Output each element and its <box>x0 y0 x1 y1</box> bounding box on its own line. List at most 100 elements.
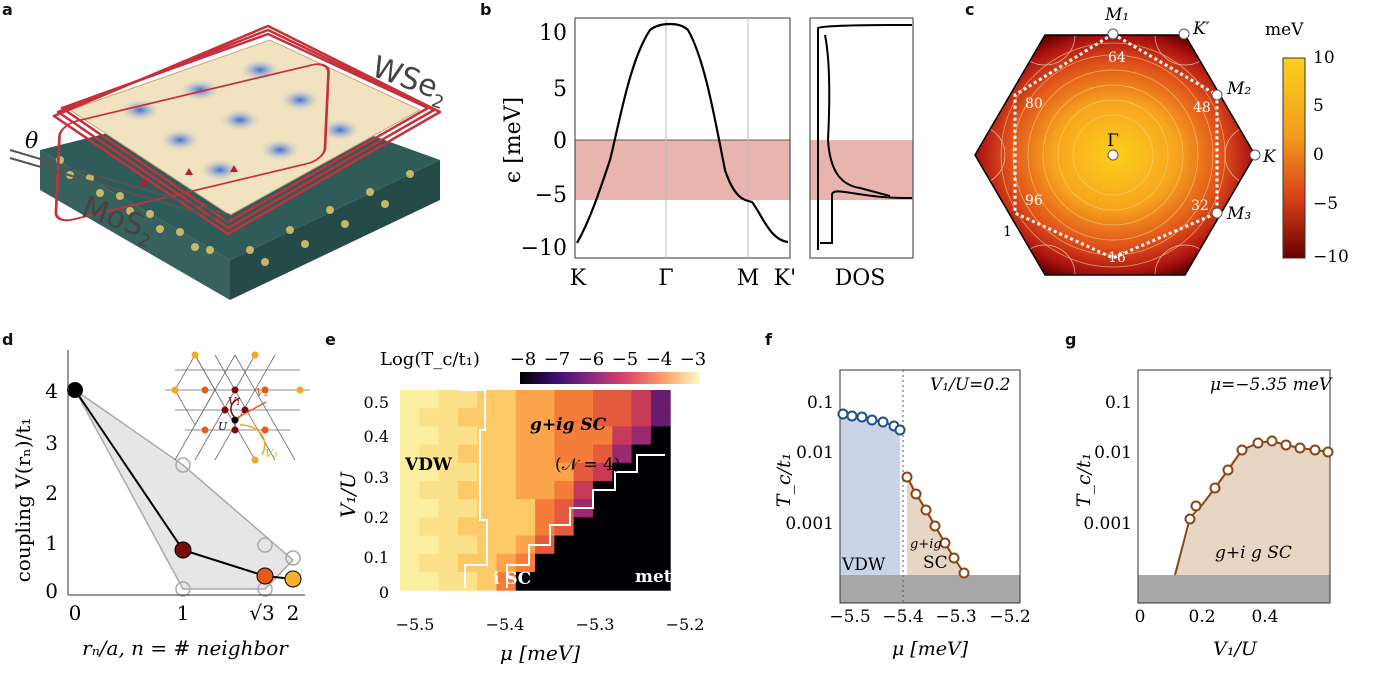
e-xlabel: μ [meV] <box>500 641 580 665</box>
heatmap-cell <box>477 481 497 500</box>
panel-e: e Log(T_c/t₁) −8 −7 −6 −5 −4 −3 0.5 0.4 … <box>325 330 745 669</box>
f-ylabel: T_c/t₁ <box>773 453 795 507</box>
point-k: K <box>1262 147 1277 167</box>
heatmap-cell <box>631 444 652 464</box>
heatmap-cell <box>457 572 478 591</box>
panel-c: c M₁ K <box>965 0 1377 300</box>
heatmap-cell <box>612 408 633 427</box>
cb-tick: −5 <box>1313 194 1338 214</box>
heatmap-cell <box>631 408 652 427</box>
panel-a: a <box>0 0 470 300</box>
heatmap-cell <box>419 553 440 573</box>
heatmap-cell <box>573 535 594 555</box>
d-xtick: 2 <box>287 601 300 625</box>
g-sc-label: g+i g SC <box>1215 543 1292 563</box>
heatmap-cell <box>419 462 440 482</box>
heatmap-cell <box>515 426 536 446</box>
e-cb-tick: −5 <box>612 349 639 370</box>
heatmap-cell <box>515 553 536 573</box>
g-xtick: 0.2 <box>1188 607 1215 627</box>
panel-label-e: e <box>325 330 336 349</box>
heatmap-cell <box>515 535 536 555</box>
heatmap-cell <box>535 462 555 482</box>
band-structure-chart: 10 5 0 −5 −10 K Γ M K' DOS ϵ [meV] <box>501 17 914 291</box>
heatmap-cell <box>612 481 633 500</box>
heatmap-cell <box>573 462 594 482</box>
heatmap-cell <box>593 572 613 591</box>
f-ytick: 0.001 <box>785 514 834 534</box>
heatmap-cell <box>650 481 671 500</box>
f-ytick: 0.1 <box>807 393 834 413</box>
heatmap-cell <box>457 408 478 427</box>
e-ytick: 0.3 <box>364 468 389 487</box>
e-xtick: −5.4 <box>486 615 525 634</box>
f-annotation: V₁/U=0.2 <box>930 375 1010 395</box>
contour-label: 32 <box>1191 198 1209 214</box>
heatmap-cell <box>554 553 575 573</box>
heatmap-cell <box>438 553 459 573</box>
inset-v2: V₂ <box>256 386 268 399</box>
panel-label-b: b <box>480 0 492 19</box>
contour-label: 64 <box>1108 50 1126 66</box>
contour-label: 1 <box>1003 224 1012 240</box>
g-xlabel: V₁/U <box>1213 638 1258 660</box>
f-xtick: −5.5 <box>829 607 870 627</box>
b-ylabel: ϵ [meV] <box>501 97 526 183</box>
heatmap-cell <box>419 499 440 518</box>
f-xlabel: μ [meV] <box>892 638 969 660</box>
cb-tick: 0 <box>1313 145 1324 165</box>
b-xtick: K <box>570 266 587 291</box>
point-m1: M₁ <box>1104 5 1129 25</box>
panel-f: f 0.1 0.01 0.001 −5.5 −5.4 −5.3 −5.2 V₁/… <box>760 330 1060 669</box>
heatmap-cell <box>573 390 594 409</box>
heatmap-cell <box>438 517 459 537</box>
heatmap-cell <box>535 572 555 591</box>
heatmap-cell <box>593 390 613 409</box>
heatmap-cell <box>535 426 555 446</box>
heatmap-cell <box>573 553 594 573</box>
heatmap-cell <box>554 408 575 427</box>
d-xtick: 0 <box>69 601 82 625</box>
heatmap-cell <box>515 481 536 500</box>
e-cb-tick: −3 <box>680 349 707 370</box>
heatmap-cell <box>650 444 671 464</box>
heatmap-cell <box>477 426 497 446</box>
b-ytick: −5 <box>535 183 567 208</box>
f-vdw-label: VDW <box>841 555 886 575</box>
heatmap-cell <box>457 517 478 537</box>
theta-label: θ <box>25 129 38 154</box>
heatmap-cell <box>477 390 497 409</box>
heatmap-cell <box>612 572 633 591</box>
phase-diagram: Log(T_c/t₁) −8 −7 −6 −5 −4 −3 0.5 0.4 0.… <box>336 349 707 665</box>
heatmap-cell <box>554 390 575 409</box>
heatmap-cell <box>650 535 671 555</box>
heatmap-cell <box>477 444 497 464</box>
e-cb-tick: −6 <box>578 349 605 370</box>
heatmap-cell <box>457 390 478 409</box>
heatmap-cell <box>631 572 652 591</box>
contour-label: 96 <box>1025 193 1043 209</box>
heatmap-cell <box>477 462 497 482</box>
heatmap-cell <box>631 553 652 573</box>
point-m3: M₃ <box>1226 204 1251 224</box>
colorbar <box>1282 57 1306 259</box>
heatmap-cell <box>650 572 671 591</box>
d-ytick: 4 <box>45 379 58 403</box>
heatmap-cell <box>650 426 671 446</box>
region-n4: (𝒩 = 4) <box>555 455 620 475</box>
g-xtick: 0.4 <box>1251 607 1278 627</box>
f-ytick: 0.01 <box>796 443 834 463</box>
inset-u: U <box>218 420 228 433</box>
region-metal: metal <box>635 567 690 587</box>
heatmap-cell <box>515 517 536 537</box>
heatmap-cell <box>612 499 633 518</box>
e-ytick: 0.2 <box>364 508 389 527</box>
heatmap-cell <box>612 553 633 573</box>
b-ytick: 10 <box>539 21 567 46</box>
heatmap-cell <box>554 462 575 482</box>
heatmap-cell <box>400 572 420 591</box>
heatmap-cell <box>593 462 613 482</box>
heatmap-cell <box>438 481 459 500</box>
heatmap-cell <box>554 572 575 591</box>
d-xtick: 1 <box>177 601 190 625</box>
